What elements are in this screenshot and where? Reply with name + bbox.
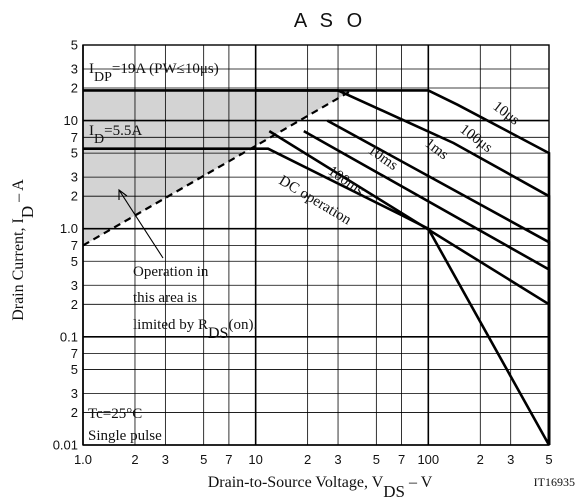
y-tick-label: 2: [71, 81, 78, 96]
rds-on-limit-line: [82, 89, 353, 247]
idp-limit-label: IDP=19A (PW≤10μs): [89, 61, 219, 85]
series-line-0: [255, 89, 551, 445]
x-tick-label: 100: [417, 452, 439, 467]
y-tick-label: 7: [71, 238, 78, 253]
x-tick-label: 2: [304, 452, 311, 467]
y-tick-label: 0.1: [60, 329, 78, 344]
note-pointer-arrowhead: [118, 188, 128, 200]
y-tick-label: 3: [71, 386, 78, 401]
x-tick-labels-group: 1.0 2 3 5 7 10 2 3 5 7 100 2 3 5: [74, 452, 553, 467]
chart-title: A S O: [294, 10, 366, 32]
y-tick-label: 3: [71, 61, 78, 76]
y-tick-label: 3: [71, 278, 78, 293]
y-tick-label: 1.0: [60, 221, 78, 236]
y-tick-label: 5: [71, 362, 78, 377]
rds-note-line-1: Operation in: [133, 264, 209, 280]
x-tick-label: 3: [507, 452, 514, 467]
y-tick-label: 5: [71, 38, 78, 53]
series-line-4: [268, 129, 551, 445]
x-tick-label: 2: [131, 452, 138, 467]
series-label-100us: 100μs: [457, 121, 496, 156]
y-tick-label: 5: [71, 254, 78, 269]
condition-single-pulse: Single pulse: [88, 428, 162, 444]
condition-temperature: Tc=25°C: [88, 406, 142, 422]
x-axis-label: Drain-to-Source Voltage, VDS – V: [208, 474, 433, 497]
x-tick-label: 2: [477, 452, 484, 467]
x-tick-label: 1.0: [74, 452, 92, 467]
x-tick-label: 7: [398, 452, 405, 467]
id-limit-label: ID=5.5A: [89, 123, 142, 147]
y-tick-label: 0.01: [53, 438, 78, 453]
x-tick-label: 5: [373, 452, 380, 467]
x-tick-label: 3: [334, 452, 341, 467]
rds-note-line-2: this area is: [133, 290, 197, 306]
y-tick-label: 7: [71, 130, 78, 145]
x-tick-label: 10: [248, 452, 262, 467]
y-axis-label: Drain Current, ID – A: [10, 179, 37, 321]
series-line-5: [83, 147, 551, 446]
y-tick-label: 5: [71, 146, 78, 161]
series-group: [82, 89, 551, 446]
y-tick-label: 7: [71, 346, 78, 361]
rds-note-line-3: limited by RDS(on).: [133, 317, 257, 342]
note-pointer-line: [118, 189, 164, 259]
y-tick-label: 10: [64, 113, 78, 128]
x-tick-label: 3: [162, 452, 169, 467]
y-tick-label: 2: [71, 189, 78, 204]
x-tick-label: 5: [545, 452, 552, 467]
y-tick-label: 2: [71, 405, 78, 420]
x-tick-label: 5: [200, 452, 207, 467]
x-tick-label: 7: [225, 452, 232, 467]
y-tick-label: 3: [71, 170, 78, 185]
figure-code: IT16935: [534, 475, 575, 489]
y-tick-label: 2: [71, 297, 78, 312]
